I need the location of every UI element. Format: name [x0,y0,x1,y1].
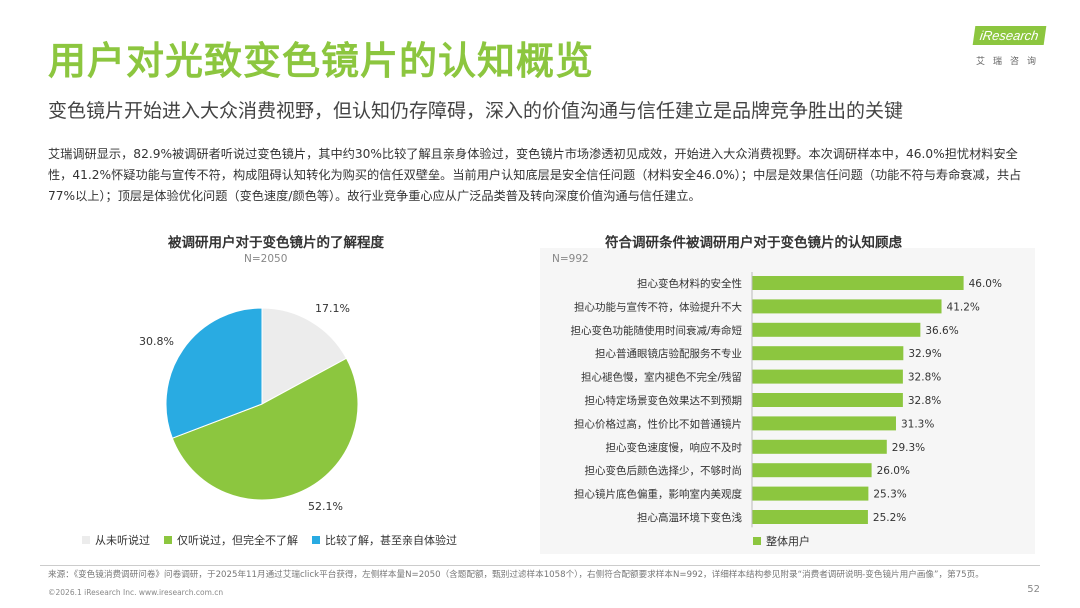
bar-chart-title: 符合调研条件被调研用户对于变色镜片的认知顾虑 [605,235,902,251]
legend-item-never-heard: 从未听说过 [82,532,150,548]
bar-data-label: 25.3% [873,489,906,501]
bar-category-label: 担心功能与宣传不符，体验提升不大 [574,300,742,313]
bar-7 [752,416,896,431]
bar-data-label: 41.2% [947,301,980,313]
bar-9 [752,463,872,478]
bar-category-label: 担心变色材料的安全性 [637,277,742,290]
bar-category-label: 担心变色速度慢，响应不及时 [606,441,743,454]
pie-data-label: 30.8% [139,335,174,348]
bar-6 [752,393,903,407]
bar-4 [752,346,904,361]
copyright: ©2026.1 iResearch Inc. www.iresearch.com… [48,588,224,597]
bar-data-label: 32.8% [908,395,941,407]
bar-3 [752,322,921,337]
bar-category-label: 担心高温环境下变色浅 [637,511,742,524]
bar-legend: 整体用户 [753,533,810,549]
bar-1 [752,276,964,290]
pie-chart-title: 被调研用户对于变色镜片的了解程度 [168,235,384,251]
bar-data-label: 32.8% [908,372,941,384]
bar-data-label: 26.0% [877,465,910,477]
bar-category-label: 担心特定场景变色效果达不到预期 [585,394,743,407]
bar-data-label: 32.9% [908,348,941,360]
pie-slice-3 [165,307,263,439]
bar-legend-swatch [753,537,761,545]
pie-sample-size: N=2050 [244,253,288,265]
pie-data-label: 52.1% [308,500,343,513]
iresearch-logo: iResearch 艾瑞咨询 [966,22,1058,72]
bar-category-label: 担心褪色慢，室内褪色不完全/残留 [581,371,742,384]
page-title: 用户对光致变色镜片的认知概览 [48,39,595,83]
page-number: 52 [1027,584,1040,595]
pie-legend: 从未听说过 仅听说过，但完全不了解 比较了解，甚至亲自体验过 [82,532,457,548]
bar-data-label: 25.2% [873,512,906,524]
bar-sample-size: N=992 [552,253,589,265]
bar-category-label: 担心价格过高，性价比不如普通镜片 [574,417,742,430]
bar-data-label: 36.6% [925,325,958,337]
source-note: 来源：《变色镜消费调研问卷》问卷调研，于2025年11月通过艾瑞click平台获… [48,570,984,580]
legend-label: 从未听说过 [95,534,150,547]
legend-label: 仅听说过，但完全不了解 [177,534,298,547]
footer-divider [40,565,1040,566]
bar-category-label: 担心变色功能随使用时间衰减/寿命短 [570,324,742,337]
bar-10 [752,486,869,501]
pie-data-label: 17.1% [315,302,350,315]
bar-5 [752,369,903,384]
page-subtitle: 变色镜片开始进入大众消费视野，但认知仍存障碍，深入的价值沟通与信任建立是品牌竞争… [48,100,904,122]
legend-label: 比较了解，甚至亲自体验过 [325,534,457,547]
bar-data-label: 31.3% [901,418,934,430]
pie-slice-1 [261,307,348,405]
bar-8 [752,439,887,454]
intro-paragraph: 艾瑞调研显示，82.9%被调研者听说过变色镜片，其中约30%比较了解且亲身体验过… [48,147,1022,203]
legend-swatch-blue [312,536,320,544]
bar-category-label: 担心普通眼镜店验配服务不专业 [595,347,742,360]
legend-swatch-gray [82,536,90,544]
logo-subtitle: 艾瑞咨询 [976,57,1045,67]
bar-11 [752,510,868,524]
bar-category-label: 担心变色后颜色选择少，不够时尚 [585,464,743,477]
bar-category-label: 担心镜片底色偏重，影响室内美观度 [574,488,742,501]
legend-item-only-heard: 仅听说过，但完全不了解 [164,532,298,548]
legend-swatch-green [164,536,172,544]
bar-data-label: 46.0% [969,278,1002,290]
pie-slice-2 [171,357,359,501]
bar-legend-label: 整体用户 [766,535,810,548]
bar-2 [752,299,942,314]
bar-data-label: 29.3% [892,442,925,454]
legend-item-experienced: 比较了解，甚至亲自体验过 [312,532,457,548]
